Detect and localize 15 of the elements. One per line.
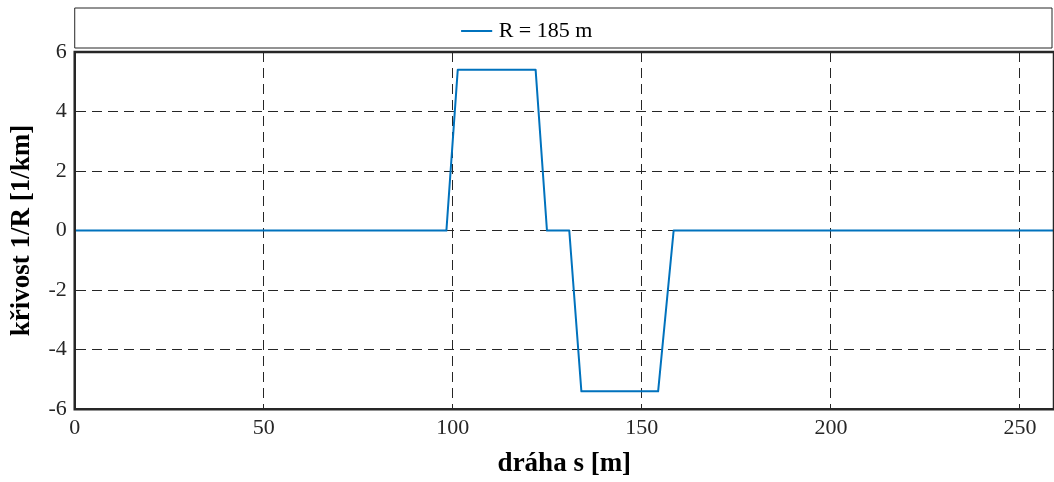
y-tick-label: -4 bbox=[48, 335, 67, 361]
x-axis-title: dráha s [m] bbox=[497, 446, 632, 477]
legend-label: R = 185 m bbox=[498, 16, 593, 42]
y-tick-label: -2 bbox=[48, 275, 67, 301]
y-tick-label: 2 bbox=[55, 156, 67, 182]
y-axis-title: křivost 1/R [1/km] bbox=[5, 124, 36, 337]
y-tick-label: 0 bbox=[55, 216, 67, 242]
x-tick-label: 50 bbox=[252, 414, 275, 440]
y-tick-label: -6 bbox=[48, 394, 67, 420]
x-tick-label: 150 bbox=[625, 414, 659, 440]
y-tick-label: 4 bbox=[55, 97, 67, 123]
x-tick-label: 100 bbox=[436, 414, 470, 440]
x-tick-label: 250 bbox=[1003, 414, 1037, 440]
x-tick-label: 200 bbox=[814, 414, 848, 440]
y-tick-label: 6 bbox=[55, 37, 67, 63]
